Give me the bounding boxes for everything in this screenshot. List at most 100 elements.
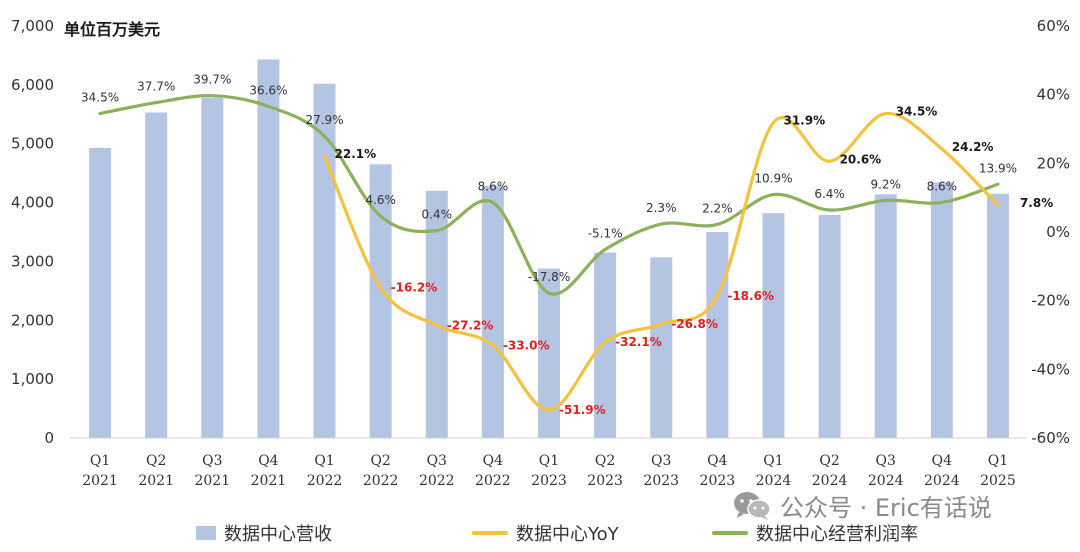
x-tick-quarter: Q3 xyxy=(651,453,671,469)
margin-data-label: 2.3% xyxy=(646,201,677,215)
yoy-data-label: -27.2% xyxy=(447,318,494,332)
margin-data-label: 37.7% xyxy=(137,80,175,94)
x-tick-year: 2025 xyxy=(980,473,1016,489)
bar xyxy=(986,193,1009,438)
yoy-data-label: -16.2% xyxy=(391,281,438,295)
margin-data-label: 0.4% xyxy=(422,208,453,222)
legend-swatch-margin xyxy=(712,531,748,535)
x-tick-quarter: Q1 xyxy=(763,453,783,469)
yoy-data-label: -33.0% xyxy=(503,338,550,352)
x-tick-year: 2024 xyxy=(812,473,848,489)
yoy-data-label: 20.6% xyxy=(840,152,882,166)
x-tick-quarter: Q2 xyxy=(370,453,390,469)
y-left-tick-label: 6,000 xyxy=(11,76,54,94)
x-tick-year: 2021 xyxy=(82,473,118,489)
bar xyxy=(650,257,673,438)
x-tick-quarter: Q2 xyxy=(595,453,615,469)
bar xyxy=(481,186,504,438)
yoy-data-label: -26.8% xyxy=(671,317,718,331)
y-right-tick-label: -20% xyxy=(1031,292,1070,310)
y-right-tick-label: -40% xyxy=(1031,360,1070,378)
margin-data-label: 10.9% xyxy=(754,172,792,186)
x-tick-quarter: Q4 xyxy=(483,453,503,469)
y-right-tick-label: 40% xyxy=(1037,86,1070,104)
bar xyxy=(425,190,448,438)
yoy-data-label: -18.6% xyxy=(727,289,774,303)
margin-data-label: -5.1% xyxy=(588,227,623,241)
x-tick-quarter: Q3 xyxy=(202,453,222,469)
legend-item-yoy: 数据中心YoY xyxy=(472,520,619,546)
lines-layer xyxy=(98,94,1000,412)
bar xyxy=(257,59,280,438)
margin-data-label: 8.6% xyxy=(927,179,958,193)
y-left-tick-label: 1,000 xyxy=(11,370,54,388)
bar xyxy=(201,97,224,438)
legend-label-yoy: 数据中心YoY xyxy=(516,524,619,545)
x-tick-year: 2021 xyxy=(251,473,287,489)
bar xyxy=(818,214,841,438)
x-tick-quarter: Q4 xyxy=(258,453,278,469)
left-axis: 0 1,000 2,000 3,000 4,000 5,000 6,000 7,000 xyxy=(11,17,54,447)
bar xyxy=(706,232,729,438)
margin-series-line xyxy=(98,94,1000,296)
x-tick-quarter: Q2 xyxy=(819,453,839,469)
y-left-tick-label: 0 xyxy=(44,429,54,447)
yoy-data-label: 34.5% xyxy=(896,105,938,119)
bar xyxy=(874,194,897,438)
bar xyxy=(594,252,617,438)
x-tick-year: 2024 xyxy=(924,473,960,489)
legend: 数据中心营收 数据中心YoY 数据中心经营利润率 xyxy=(0,520,1080,550)
x-tick-year: 2024 xyxy=(868,473,904,489)
legend-swatch-yoy xyxy=(472,531,508,535)
x-tick-year: 2022 xyxy=(419,473,455,489)
x-tick-year: 2023 xyxy=(643,473,679,489)
y-right-tick-label: 0% xyxy=(1046,223,1070,241)
x-tick-quarter: Q1 xyxy=(539,453,559,469)
y-right-tick-label: 60% xyxy=(1037,17,1070,35)
margin-data-label: 36.6% xyxy=(249,83,287,97)
margin-data-label: 2.2% xyxy=(702,201,733,215)
bar xyxy=(762,213,785,438)
yoy-series-line xyxy=(322,111,1000,412)
x-tick-quarter: Q1 xyxy=(314,453,334,469)
x-tick-year: 2022 xyxy=(363,473,399,489)
x-tick-quarter: Q4 xyxy=(932,453,952,469)
yoy-data-label: 7.8% xyxy=(1020,196,1053,210)
y-left-tick-label: 2,000 xyxy=(11,311,54,329)
y-left-tick-label: 3,000 xyxy=(11,252,54,270)
bar xyxy=(145,112,168,439)
y-left-tick-label: 5,000 xyxy=(11,135,54,153)
x-tick-year: 2022 xyxy=(307,473,343,489)
bars-layer xyxy=(89,59,1009,439)
margin-data-label: 6.4% xyxy=(814,187,845,201)
margin-data-label: 4.6% xyxy=(365,193,396,207)
bar xyxy=(930,182,953,438)
legend-swatch-revenue xyxy=(196,526,216,540)
x-tick-year: 2023 xyxy=(700,473,736,489)
x-tick-year: 2023 xyxy=(531,473,567,489)
margin-data-label: 13.9% xyxy=(979,161,1017,175)
bar xyxy=(369,164,392,439)
x-tick-quarter: Q3 xyxy=(427,453,447,469)
data-labels-layer: 34.5% 37.7% 39.7% 36.6% 27.9% 4.6% 0.4% 8.6% -17… xyxy=(81,73,1053,417)
x-axis: Q1 2021 Q2 2021 Q3 2021 Q4 2021 Q1 2022 Q2 2022 Q3 20… xyxy=(82,453,1016,489)
y-right-tick-label: -60% xyxy=(1031,429,1070,447)
margin-data-label: 34.5% xyxy=(81,91,119,105)
y-left-tick-label: 7,000 xyxy=(11,17,54,35)
y-left-tick-label: 4,000 xyxy=(11,194,54,212)
right-axis: -60% -40% -20% 0% 20% 40% 60% xyxy=(1031,17,1070,447)
yoy-data-label: -51.9% xyxy=(559,403,606,417)
x-tick-year: 2021 xyxy=(194,473,230,489)
margin-data-label: 39.7% xyxy=(193,73,231,87)
bar xyxy=(538,268,560,438)
x-tick-quarter: Q4 xyxy=(707,453,727,469)
x-tick-year: 2021 xyxy=(138,473,174,489)
yoy-data-label: 22.1% xyxy=(335,147,377,161)
bar xyxy=(89,147,112,438)
watermark-text: 公众号 · Eric有话说 xyxy=(780,494,992,522)
margin-data-label: -17.8% xyxy=(528,270,570,284)
unit-label: 单位百万美元 xyxy=(64,20,161,39)
legend-item-revenue: 数据中心营收 xyxy=(196,520,332,546)
yoy-data-label: -32.1% xyxy=(615,335,662,349)
